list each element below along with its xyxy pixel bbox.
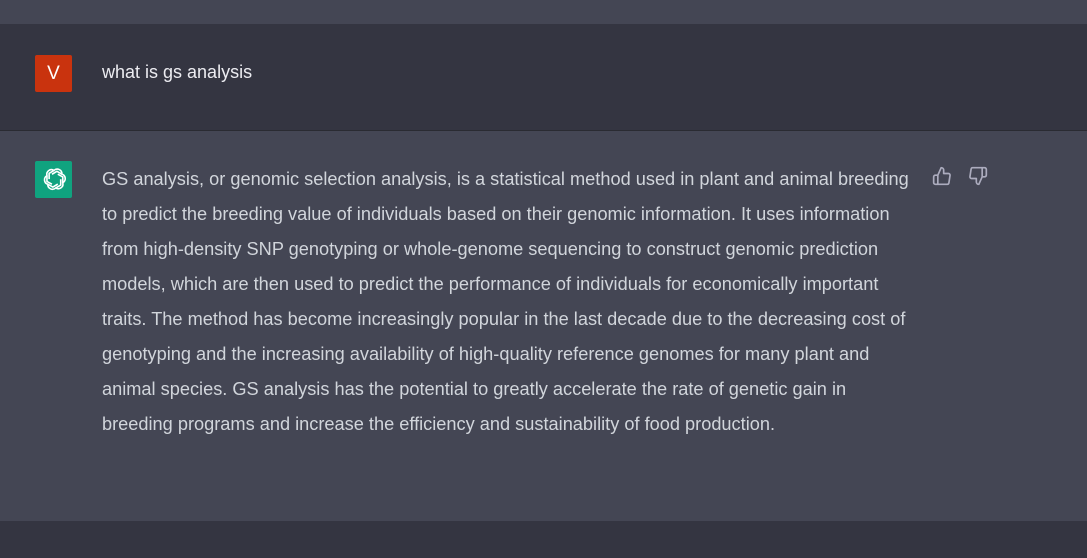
user-message-row: V what is gs analysis — [0, 24, 1087, 131]
bottom-strip — [0, 521, 1087, 558]
user-avatar: V — [35, 55, 72, 92]
assistant-message-row: GS analysis, or genomic selection analys… — [0, 131, 1087, 521]
thumbs-up-icon[interactable] — [931, 165, 953, 187]
openai-logo-icon — [35, 161, 72, 198]
user-message-text: what is gs analysis — [102, 62, 253, 82]
top-strip — [0, 0, 1087, 24]
thumbs-down-icon[interactable] — [967, 165, 989, 187]
assistant-message-text: GS analysis, or genomic selection analys… — [102, 169, 909, 434]
